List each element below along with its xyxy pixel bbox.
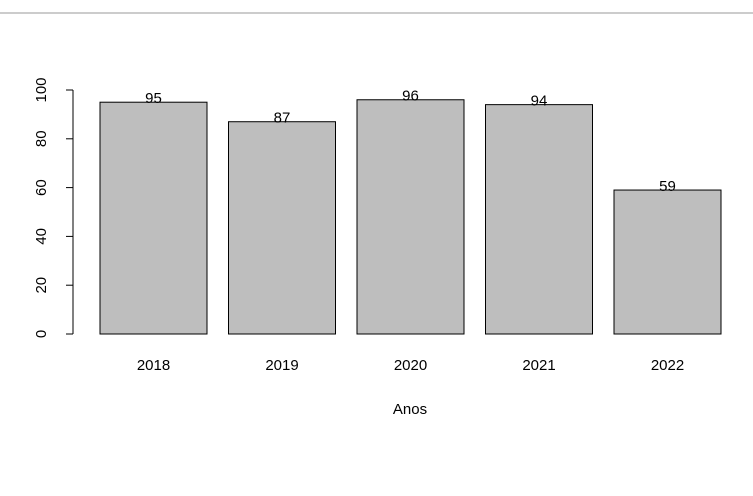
bar [228, 121, 336, 335]
x-tick-label: 2020 [394, 357, 427, 374]
y-tick-label: 80 [33, 130, 50, 147]
value-label: 95 [145, 90, 162, 107]
bar [356, 99, 465, 335]
bar [485, 104, 593, 335]
x-tick-label: 2018 [137, 357, 170, 374]
value-label: 87 [274, 110, 291, 127]
y-tick-label: 40 [33, 228, 50, 245]
bar [99, 101, 208, 335]
y-tick-label: 60 [33, 179, 50, 196]
x-tick-label: 2019 [265, 357, 298, 374]
value-label: 96 [402, 88, 419, 105]
y-tick-label: 20 [33, 277, 50, 294]
x-axis-label: Anos [393, 401, 427, 418]
x-tick-label: 2021 [522, 357, 555, 374]
bar [613, 189, 722, 335]
value-label: 59 [659, 178, 676, 195]
y-tick-label: 100 [33, 77, 50, 102]
x-tick-label: 2022 [651, 357, 684, 374]
y-tick-label: 0 [33, 330, 50, 338]
value-label: 94 [531, 93, 548, 110]
